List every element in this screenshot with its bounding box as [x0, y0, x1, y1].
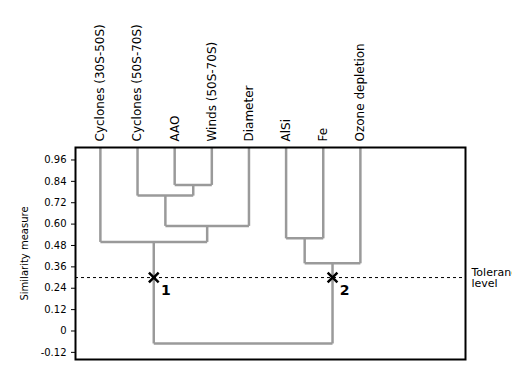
svg-text:0.12: 0.12 — [44, 304, 66, 315]
svg-text:AAO: AAO — [168, 116, 182, 142]
svg-text:Diameter: Diameter — [242, 85, 256, 141]
svg-text:0.24: 0.24 — [44, 282, 66, 293]
svg-text:Cyclones (50S-70S): Cyclones (50S-70S) — [130, 24, 144, 141]
svg-text:Tolerancelevel: Tolerancelevel — [471, 266, 512, 290]
svg-text:Winds (50S-70S): Winds (50S-70S) — [205, 42, 219, 142]
svg-text:0.48: 0.48 — [44, 240, 66, 251]
svg-text:1: 1 — [161, 282, 171, 298]
svg-text:0.84: 0.84 — [44, 176, 66, 187]
svg-text:Ozone depletion: Ozone depletion — [353, 43, 367, 141]
svg-text:Fe: Fe — [316, 128, 330, 142]
svg-text:-0.12: -0.12 — [41, 347, 67, 358]
svg-text:Similarity measure: Similarity measure — [19, 206, 30, 300]
svg-text:0.72: 0.72 — [44, 197, 66, 208]
svg-text:0.60: 0.60 — [44, 218, 66, 229]
svg-text:0.96: 0.96 — [44, 154, 66, 165]
svg-text:AlSi: AlSi — [279, 119, 293, 142]
svg-text:2: 2 — [340, 282, 350, 298]
svg-text:0.36: 0.36 — [44, 261, 66, 272]
svg-text:0: 0 — [60, 325, 66, 336]
svg-text:Cyclones (30S-50S): Cyclones (30S-50S) — [93, 24, 107, 141]
